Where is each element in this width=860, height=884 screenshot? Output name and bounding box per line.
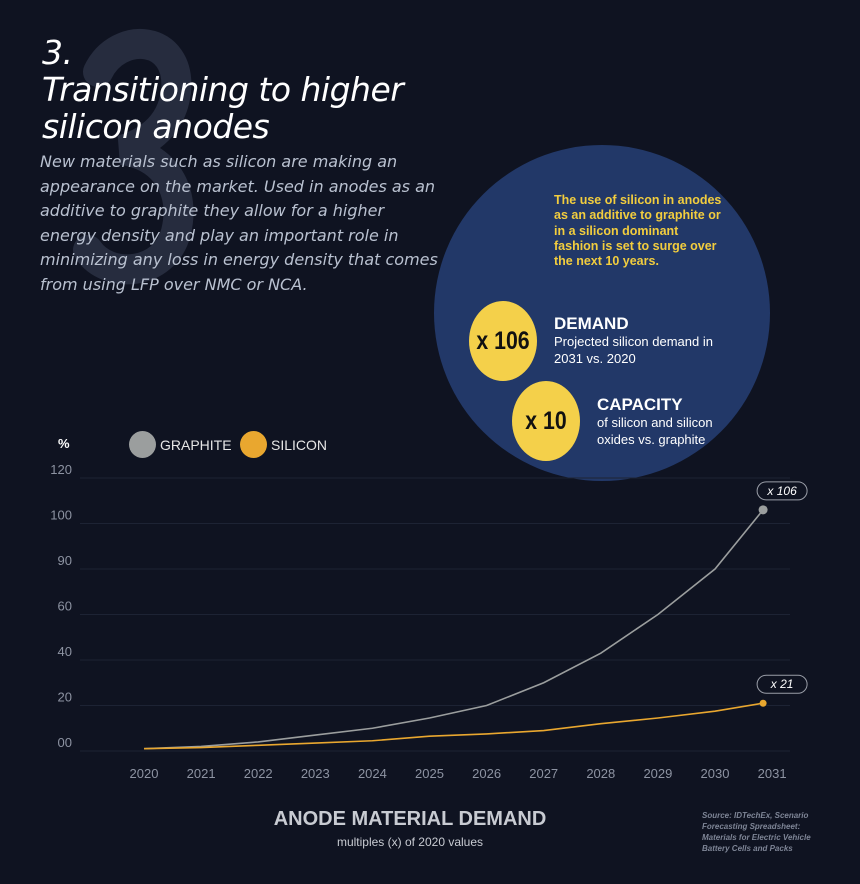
capacity-badge: x 10 — [512, 381, 580, 461]
x-tick-label: 2027 — [529, 766, 558, 781]
end-label-pill — [756, 674, 808, 694]
x-tick-label: 2024 — [358, 766, 387, 781]
title-line-2: silicon anodes — [42, 107, 270, 146]
capacity-heading: CAPACITY — [597, 395, 683, 414]
title-line-1: Transitioning to higher — [42, 70, 404, 109]
background-number-graphic — [73, 29, 194, 285]
series-end-point — [758, 505, 768, 515]
demand-description: Projected silicon demand in 2031 vs. 202… — [554, 334, 713, 366]
x-tick-label: 2028 — [586, 766, 615, 781]
x-tick-label: 2020 — [130, 766, 159, 781]
chart-subtitle: multiples (x) of 2020 values — [336, 835, 484, 849]
demand-heading: DEMAND — [554, 314, 629, 333]
y-tick-label: 100 — [50, 508, 72, 523]
legend-silicon-label: SILICON — [271, 437, 328, 453]
demand-badge: x 106 — [469, 301, 537, 381]
x-tick-label: 2030 — [701, 766, 730, 781]
y-tick-label: 60 — [58, 599, 72, 614]
callout-text: The use of silicon in anodes as an addit… — [554, 193, 722, 269]
end-label: x 106 — [766, 484, 797, 498]
chart-title: ANODE MATERIAL DEMAND — [273, 808, 547, 830]
y-tick-label: 20 — [58, 690, 72, 705]
legend-graphite-swatch — [129, 431, 156, 458]
y-tick-label: 90 — [58, 553, 72, 568]
number-three-shape — [73, 29, 194, 285]
end-label: x 21 — [770, 677, 794, 691]
legend-graphite-label: GRAPHITE — [160, 437, 232, 453]
y-axis-unit: % — [58, 436, 70, 451]
legend-silicon-swatch — [240, 431, 267, 458]
x-tick-label: 2022 — [244, 766, 273, 781]
section-number: 3. — [42, 33, 73, 72]
x-tick-label: 2029 — [643, 766, 672, 781]
capacity-description: of silicon and silicon oxides vs. graphi… — [597, 415, 713, 447]
x-tick-label: 2023 — [301, 766, 330, 781]
series-end-point — [759, 699, 767, 707]
x-tick-label: 2025 — [415, 766, 444, 781]
y-tick-label: 120 — [50, 462, 72, 477]
line-chart: 00 20 40 60 90 100 120 2020 2021 2022 2023 2024 2025… — [50, 462, 808, 781]
source-note: Source: IDTechEx, Scenario Forecasting S… — [702, 811, 811, 853]
x-tick-label: 2031 — [758, 766, 787, 781]
series-line-silicon — [143, 702, 764, 750]
intro-paragraph: New materials such as silicon are making… — [40, 152, 438, 294]
y-tick-label: 40 — [58, 644, 72, 659]
y-tick-label: 00 — [58, 735, 72, 750]
page-title: 3. Transitioning to higher silicon anode… — [42, 33, 404, 146]
x-tick-label: 2021 — [187, 766, 216, 781]
x-tick-label: 2026 — [472, 766, 501, 781]
end-label-pill — [756, 481, 808, 501]
series-line-graphite — [143, 509, 764, 750]
